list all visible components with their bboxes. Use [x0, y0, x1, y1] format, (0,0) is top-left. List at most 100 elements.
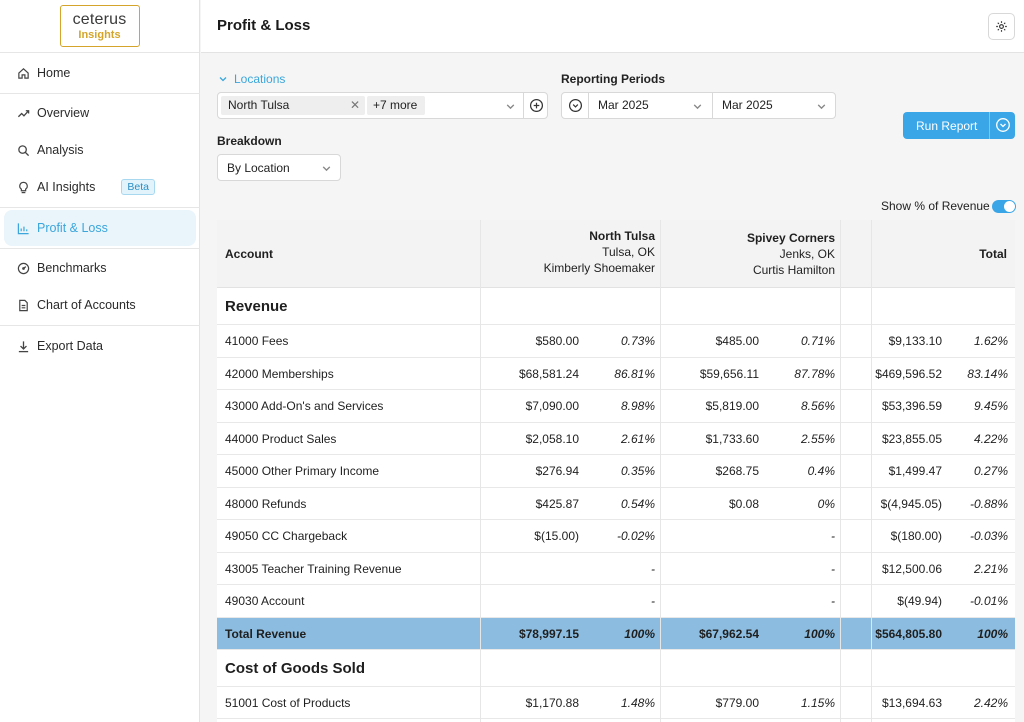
north-tulsa-percent: 0.73% — [620, 334, 655, 348]
spivey-corners-amount: $67,962.54 — [698, 626, 759, 641]
gauge-icon — [16, 261, 30, 275]
table-row: 51001 Cost of Products $1,170.88 1.48% $779… — [217, 687, 1015, 719]
column-divider — [871, 220, 872, 722]
run-report-label: Run Report — [916, 118, 978, 133]
sidebar-item-benchmarks[interactable]: Benchmarks — [0, 250, 200, 286]
clock-icon[interactable] — [568, 98, 583, 113]
total-amount: $1,499.47 — [888, 464, 942, 478]
period-end-value[interactable]: Mar 2025 — [722, 98, 773, 112]
location-name: North Tulsa — [589, 229, 655, 243]
chevron-down-icon[interactable] — [995, 117, 1011, 133]
add-location-icon[interactable] — [529, 98, 544, 113]
ceterus-logo[interactable]: ceterus Insights — [59, 5, 140, 47]
spivey-corners-amount: $0.08 — [728, 496, 759, 511]
total-row: Total Revenue $78,997.15 100% $67,962.54 100… — [217, 617, 1015, 650]
sidebar-item-label: Chart of Accounts — [37, 298, 136, 312]
spivey-corners-percent: - — [831, 594, 835, 608]
north-tulsa-percent: - — [651, 594, 655, 608]
locations-label: Locations — [234, 72, 286, 86]
total-percent: -0.01% — [969, 594, 1008, 608]
total-percent: 9.45% — [973, 399, 1008, 413]
spivey-corners-percent: 1.15% — [800, 695, 835, 710]
location-header-north-tulsa: North Tulsa Tulsa, OK Kimberly Shoemaker — [544, 228, 655, 276]
north-tulsa-amount: $7,090.00 — [525, 399, 579, 413]
spivey-corners-amount: $779.00 — [715, 695, 759, 710]
table-row: 43000 Add-On's and Services $7,090.00 8.98… — [217, 390, 1015, 423]
north-tulsa-percent: 0.54% — [620, 496, 655, 511]
divider — [588, 93, 589, 118]
locations-select[interactable]: North Tulsa ✕ +7 more — [217, 92, 548, 119]
sidebar-item-home[interactable]: Home — [0, 55, 200, 91]
north-tulsa-percent: 86.81% — [614, 366, 655, 381]
period-start-value[interactable]: Mar 2025 — [598, 98, 649, 112]
spivey-corners-amount: $5,819.00 — [705, 399, 759, 413]
lightbulb-icon — [16, 180, 30, 194]
account-name: 43005 Teacher Training Revenue — [225, 561, 402, 576]
account-name: 48000 Refunds — [225, 496, 307, 511]
column-divider — [840, 220, 841, 722]
total-percent: 83.14% — [967, 366, 1008, 381]
divider — [0, 93, 200, 94]
bar-chart-icon — [16, 221, 30, 235]
settings-button[interactable] — [988, 13, 1015, 40]
divider — [0, 325, 200, 326]
chevron-down-icon[interactable] — [816, 101, 827, 112]
show-percent-toggle[interactable] — [992, 200, 1016, 213]
north-tulsa-amount: $580.00 — [535, 334, 579, 348]
chevron-down-icon — [322, 166, 331, 172]
column-divider — [480, 220, 481, 722]
north-tulsa-percent: 0.35% — [620, 464, 655, 478]
more-locations-chip[interactable]: +7 more — [367, 96, 425, 115]
section-row: Revenue — [217, 288, 1015, 325]
beta-badge: Beta — [121, 179, 155, 195]
location-chip-label: North Tulsa — [228, 98, 290, 112]
spivey-corners-percent: - — [831, 529, 835, 543]
location-header-spivey-corners: Spivey Corners Jenks, OK Curtis Hamilton — [747, 230, 835, 278]
sidebar-item-analysis[interactable]: Analysis — [0, 132, 200, 168]
account-column-header: Account — [225, 247, 273, 261]
north-tulsa-percent: -0.02% — [616, 529, 655, 543]
breakdown-select[interactable]: By Location — [217, 154, 341, 181]
reporting-periods-select[interactable]: Mar 2025 Mar 2025 — [561, 92, 836, 119]
sidebar-item-overview[interactable]: Overview — [0, 95, 200, 131]
page-header: Profit & Loss — [201, 0, 1024, 53]
north-tulsa-amount: $78,997.15 — [518, 626, 579, 641]
north-tulsa-amount: $68,581.24 — [518, 366, 579, 381]
run-report-button[interactable]: Run Report — [903, 112, 1015, 139]
sidebar-item-profit-loss[interactable]: Profit & Loss — [4, 210, 196, 246]
account-name: 43000 Add-On's and Services — [225, 399, 384, 413]
spivey-corners-percent: 0.71% — [800, 334, 835, 348]
total-percent: -0.88% — [969, 496, 1008, 511]
north-tulsa-amount: $2,058.10 — [525, 431, 579, 446]
location-city: Tulsa, OK — [602, 245, 655, 259]
table-row: 49030 Account - - $(49.94) -0.01% — [217, 585, 1015, 618]
north-tulsa-percent: 2.61% — [620, 431, 655, 446]
total-amount: $(49.94) — [897, 594, 942, 608]
remove-chip-icon[interactable]: ✕ — [349, 98, 360, 112]
chevron-down-icon[interactable] — [505, 101, 516, 112]
total-percent: 1.62% — [973, 334, 1008, 348]
spivey-corners-percent: 0.4% — [807, 464, 835, 478]
locations-toggle[interactable]: Locations — [218, 72, 285, 86]
sidebar-item-export-data[interactable]: Export Data — [0, 328, 200, 364]
divider — [712, 93, 713, 118]
account-name: 51001 Cost of Products — [225, 695, 351, 710]
sidebar-item-ai-insights[interactable]: AI Insights Beta — [0, 169, 200, 205]
chevron-down-icon — [219, 77, 227, 82]
sidebar-item-chart-of-accounts[interactable]: Chart of Accounts — [0, 287, 200, 323]
north-tulsa-amount: $276.94 — [535, 464, 579, 478]
north-tulsa-percent: 8.98% — [620, 399, 655, 413]
breakdown-value: By Location — [227, 161, 290, 175]
spivey-corners-percent: 2.55% — [800, 431, 835, 446]
chevron-down-icon[interactable] — [692, 101, 703, 112]
download-icon — [16, 339, 30, 353]
search-icon — [16, 143, 30, 157]
total-amount: $23,855.05 — [881, 431, 942, 446]
north-tulsa-amount: $425.87 — [535, 496, 579, 511]
location-city: Jenks, OK — [779, 247, 835, 261]
logo-area: ceterus Insights — [0, 0, 199, 53]
account-name: 49050 CC Chargeback — [225, 529, 348, 543]
spivey-corners-amount: $59,656.11 — [699, 366, 759, 381]
total-amount: $9,133.10 — [888, 334, 942, 348]
total-amount: $53,396.59 — [881, 399, 942, 413]
